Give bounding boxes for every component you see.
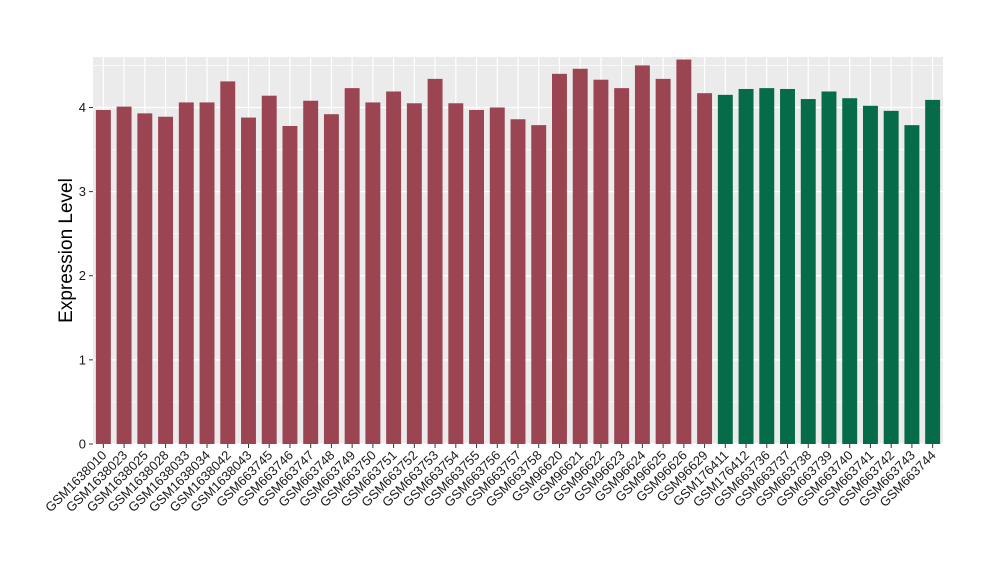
bar-GSM663752	[406, 103, 422, 445]
y-tick-label: 2	[79, 268, 86, 283]
bar-GSM1638043	[241, 117, 256, 444]
bar-GSM663745	[261, 95, 277, 444]
bar-GSM663744	[925, 99, 941, 444]
bar-GSM96625	[655, 78, 671, 445]
bar-GSM663749	[344, 88, 360, 444]
bar-GSM663756	[489, 107, 505, 444]
bar-GSM663751	[386, 91, 402, 445]
bar-GSM96629	[697, 93, 713, 444]
bar-GSM1638033	[178, 102, 194, 445]
bar-GSM663741	[862, 105, 878, 444]
x-axis: GSM1638010GSM1638023GSM1638025GSM1638028…	[42, 444, 939, 515]
y-tick-label: 3	[79, 184, 86, 199]
bars	[95, 59, 941, 445]
bar-GSM1638028	[158, 116, 174, 444]
bar-GSM663746	[282, 125, 298, 445]
bar-GSM96626	[676, 59, 692, 444]
bar-GSM663743	[904, 125, 920, 444]
bar-GSM1638010	[95, 110, 111, 445]
bar-GSM663739	[821, 91, 837, 445]
bar-GSM96624	[634, 65, 650, 445]
bar-GSM663742	[883, 110, 899, 444]
bar-GSM663758	[531, 125, 547, 444]
bar-GSM176411	[717, 94, 733, 444]
bar-GSM663753	[427, 78, 443, 445]
bar-GSM96622	[593, 79, 609, 445]
bar-GSM663754	[448, 103, 464, 445]
y-axis: 0 1 2 3 4	[79, 100, 93, 452]
bar-GSM663740	[842, 98, 858, 445]
bar-GSM1638023	[116, 106, 132, 444]
bar-GSM663747	[303, 100, 319, 444]
bar-GSM663736	[759, 88, 775, 444]
bar-GSM1638042	[220, 81, 236, 444]
bar-GSM663757	[510, 119, 526, 444]
bar-GSM1638025	[137, 113, 153, 444]
y-tick-label: 1	[79, 352, 86, 367]
y-tick-label: 0	[79, 437, 86, 452]
bar-GSM663738	[800, 99, 816, 444]
bar-GSM663755	[469, 110, 484, 445]
bar-GSM96621	[572, 68, 588, 444]
bar-GSM176412	[738, 88, 754, 444]
bar-GSM96623	[614, 88, 630, 444]
bar-GSM1638034	[199, 102, 215, 445]
y-axis-title: Expression Level	[56, 178, 77, 323]
bar-GSM663748	[323, 114, 339, 445]
bar-GSM663737	[780, 88, 795, 444]
y-tick-label: 4	[79, 100, 86, 115]
bar-GSM96620	[552, 73, 567, 445]
bar-GSM663750	[365, 102, 381, 445]
